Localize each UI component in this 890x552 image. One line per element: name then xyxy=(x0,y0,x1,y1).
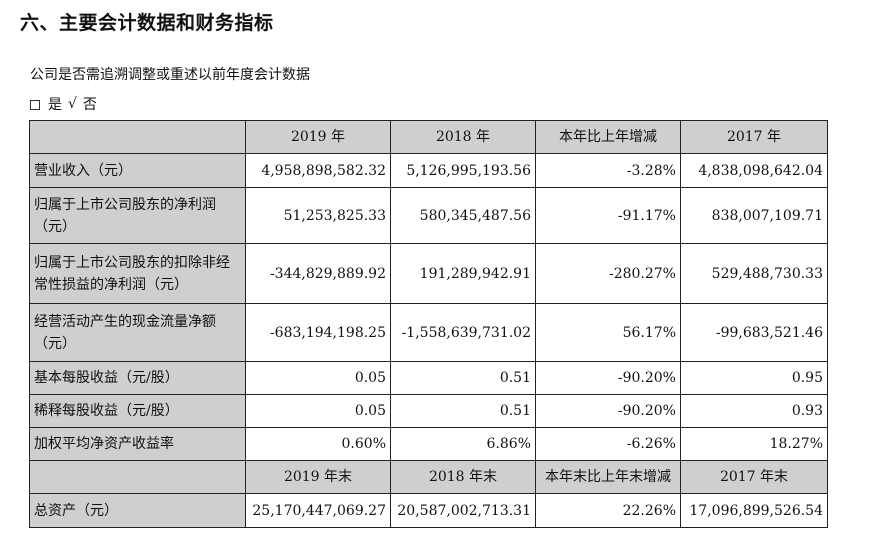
row-label-line: 归属于上市公司股东的净利润 xyxy=(34,196,216,213)
value-cell: -90.20% xyxy=(535,394,681,428)
restatement-question: 公司是否需追溯调整或重述以前年度会计数据 xyxy=(30,67,310,83)
option-no-label: 否 xyxy=(82,97,97,113)
table-row: 营业收入（元） 4,958,898,582.32 5,126,995,193.5… xyxy=(29,153,828,188)
row-label-line: 归属于上市公司股东的扣除非经 xyxy=(34,254,230,271)
value-cell: 0.05 xyxy=(245,361,391,395)
value-cell: 51,253,825.33 xyxy=(245,187,391,244)
table-row: 总资产（元） 25,170,447,069.27 20,587,002,713.… xyxy=(29,493,828,528)
header-cell: 本年比上年增减 xyxy=(535,120,681,154)
header-cell xyxy=(29,460,246,494)
row-label: 加权平均净资产收益率 xyxy=(29,427,246,461)
value-cell: 56.17% xyxy=(535,303,681,362)
header-cell xyxy=(29,120,246,154)
table-row: 经营活动产生的现金流量净额 （元） -683,194,198.25 -1,558… xyxy=(29,303,828,362)
table-row: 稀释每股收益（元/股） 0.05 0.51 -90.20% 0.93 xyxy=(29,394,828,428)
row-label-line: 经营活动产生的现金流量净额 xyxy=(34,313,216,330)
table-row: 加权平均净资产收益率 0.60% 6.86% -6.26% 18.27% xyxy=(29,427,828,461)
header-cell: 2018 年末 xyxy=(390,460,536,494)
value-cell: -6.26% xyxy=(535,427,681,461)
header-cell: 本年末比上年末增减 xyxy=(535,460,681,494)
row-label: 稀释每股收益（元/股） xyxy=(29,394,246,428)
value-cell: 20,587,002,713.31 xyxy=(390,493,536,528)
header-cell: 2017 年末 xyxy=(680,460,828,494)
value-cell: 6.86% xyxy=(390,427,536,461)
value-cell: 0.51 xyxy=(390,361,536,395)
row-label-line: （元） xyxy=(34,335,76,352)
header-cell: 2018 年 xyxy=(390,120,536,154)
value-cell: 22.26% xyxy=(535,493,681,528)
restatement-options: 是 √ 否 xyxy=(30,94,97,114)
value-cell: 25,170,447,069.27 xyxy=(245,493,391,528)
value-cell: 191,289,942.91 xyxy=(390,243,536,304)
table-row: 归属于上市公司股东的净利润 （元） 51,253,825.33 580,345,… xyxy=(29,187,828,244)
table-row: 基本每股收益（元/股） 0.05 0.51 -90.20% 0.95 xyxy=(29,361,828,395)
value-cell: 4,958,898,582.32 xyxy=(245,153,391,188)
value-cell: 838,007,109.71 xyxy=(680,187,828,244)
value-cell: -280.27% xyxy=(535,243,681,304)
value-cell: -91.17% xyxy=(535,187,681,244)
value-cell: -1,558,639,731.02 xyxy=(390,303,536,362)
value-cell: 0.93 xyxy=(680,394,828,428)
row-label: 基本每股收益（元/股） xyxy=(29,361,246,395)
checkbox-icon xyxy=(30,100,40,110)
row-label: 营业收入（元） xyxy=(29,153,246,188)
value-cell: -99,683,521.46 xyxy=(680,303,828,362)
row-label: 归属于上市公司股东的净利润 （元） xyxy=(29,187,246,244)
header-cell: 2019 年末 xyxy=(245,460,391,494)
value-cell: 5,126,995,193.56 xyxy=(390,153,536,188)
value-cell: 529,488,730.33 xyxy=(680,243,828,304)
value-cell: 18.27% xyxy=(680,427,828,461)
header-cell: 2019 年 xyxy=(245,120,391,154)
financial-indicators-table: 2019 年 2018 年 本年比上年增减 2017 年 营业收入（元） 4,9… xyxy=(29,120,828,528)
row-label: 总资产（元） xyxy=(29,493,246,528)
table-header-row: 2019 年 2018 年 本年比上年增减 2017 年 xyxy=(29,120,828,154)
value-cell: 0.95 xyxy=(680,361,828,395)
value-cell: 4,838,098,642.04 xyxy=(680,153,828,188)
row-label: 归属于上市公司股东的扣除非经 常性损益的净利润（元） xyxy=(29,243,246,304)
value-cell: -683,194,198.25 xyxy=(245,303,391,362)
value-cell: -3.28% xyxy=(535,153,681,188)
value-cell: 0.60% xyxy=(245,427,391,461)
value-cell: 0.05 xyxy=(245,394,391,428)
row-label: 经营活动产生的现金流量净额 （元） xyxy=(29,303,246,362)
row-label-line: （元） xyxy=(34,218,76,235)
value-cell: -90.20% xyxy=(535,361,681,395)
value-cell: 17,096,899,526.54 xyxy=(680,493,828,528)
value-cell: 580,345,487.56 xyxy=(390,187,536,244)
value-cell: -344,829,889.92 xyxy=(245,243,391,304)
row-label-line: 常性损益的净利润（元） xyxy=(34,276,188,293)
check-mark-icon: √ xyxy=(68,96,77,112)
value-cell: 0.51 xyxy=(390,394,536,428)
header-cell: 2017 年 xyxy=(680,120,828,154)
section-heading: 六、主要会计数据和财务指标 xyxy=(20,12,274,34)
table-header-row: 2019 年末 2018 年末 本年末比上年末增减 2017 年末 xyxy=(29,460,828,494)
table-row: 归属于上市公司股东的扣除非经 常性损益的净利润（元） -344,829,889.… xyxy=(29,243,828,304)
option-yes-label: 是 xyxy=(48,97,62,113)
